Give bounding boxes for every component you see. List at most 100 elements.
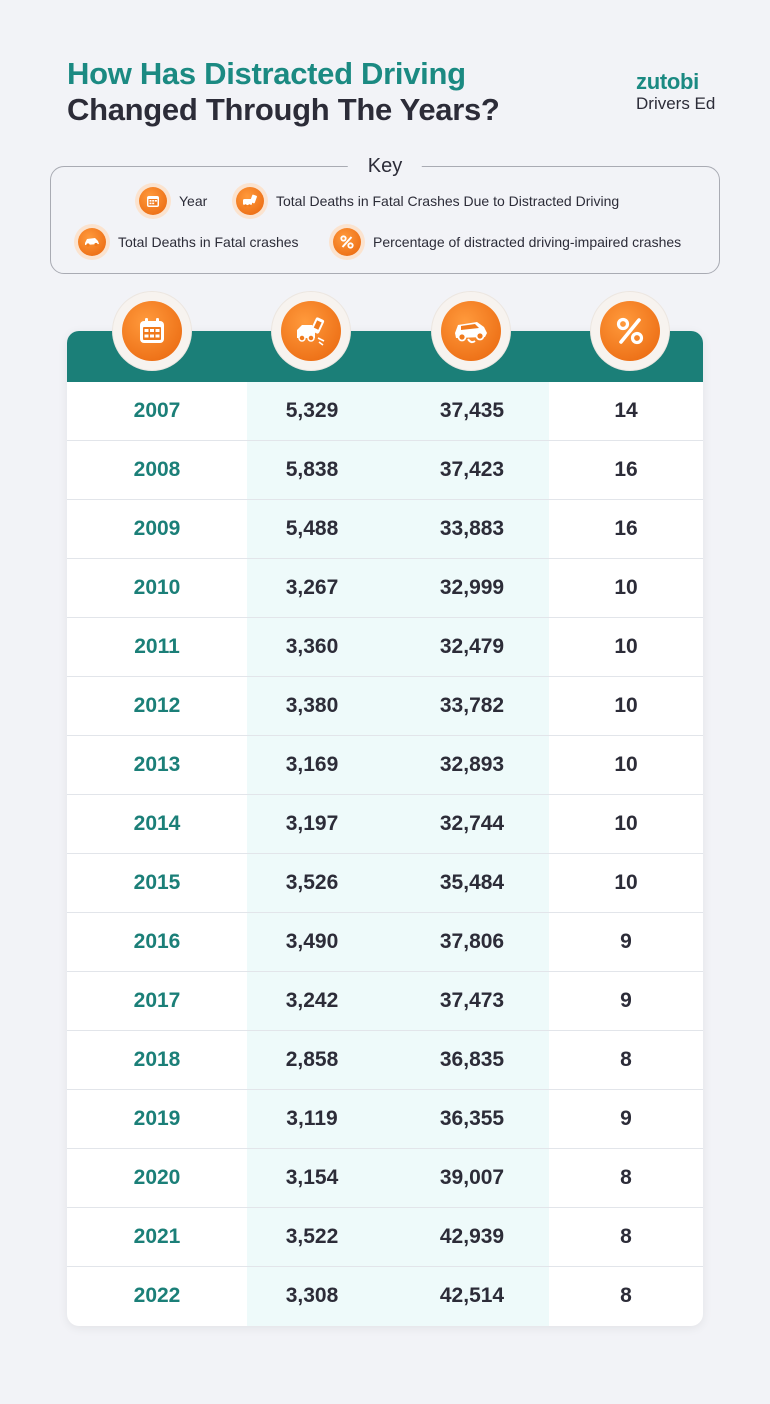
cell-distracted-deaths: 3,267 xyxy=(285,576,339,599)
table-row: 2010 3,267 32,999 10 xyxy=(67,559,703,618)
cell-total-deaths: 37,435 xyxy=(439,399,505,422)
header-icon-total xyxy=(432,292,510,370)
column-highlight xyxy=(247,382,549,1326)
cell-distracted-deaths: 2,858 xyxy=(285,1048,339,1071)
cell-year: 2010 xyxy=(133,576,181,599)
phone-crash-icon xyxy=(236,187,264,215)
page-title: How Has Distracted Driving Changed Throu… xyxy=(67,56,500,128)
key-title: Key xyxy=(347,154,423,178)
cell-percentage: 9 xyxy=(620,930,632,953)
table-row: 2015 3,526 35,484 10 xyxy=(67,854,703,913)
table-row: 2019 3,119 36,355 9 xyxy=(67,1090,703,1149)
cell-percentage: 9 xyxy=(620,989,632,1012)
cell-total-deaths: 33,883 xyxy=(439,517,505,540)
cell-total-deaths: 35,484 xyxy=(439,871,505,894)
cell-total-deaths: 37,473 xyxy=(439,989,505,1012)
table-row: 2017 3,242 37,473 9 xyxy=(67,972,703,1031)
cell-year: 2017 xyxy=(133,989,181,1012)
cell-distracted-deaths: 3,360 xyxy=(285,635,339,658)
table-row: 2012 3,380 33,782 10 xyxy=(67,677,703,736)
cell-distracted-deaths: 3,526 xyxy=(285,871,339,894)
cell-percentage: 16 xyxy=(614,517,638,540)
cell-year: 2008 xyxy=(133,458,181,481)
calendar-icon xyxy=(139,187,167,215)
key-item-year: Year xyxy=(139,187,207,215)
cell-year: 2012 xyxy=(133,694,181,717)
cell-year: 2011 xyxy=(134,635,180,658)
table-row: 2007 5,329 37,435 14 xyxy=(67,382,703,441)
cell-total-deaths: 32,999 xyxy=(439,576,505,599)
cell-distracted-deaths: 3,380 xyxy=(285,694,339,717)
title-line-2: Changed Through The Years? xyxy=(67,92,500,127)
cell-year: 2007 xyxy=(133,399,181,422)
key-item-total: Total Deaths in Fatal crashes xyxy=(78,228,299,256)
data-table: 2007 5,329 37,435 14 2008 5,838 37,423 16 2009 5,… xyxy=(67,331,703,1326)
cell-distracted-deaths: 3,522 xyxy=(285,1225,339,1248)
cell-percentage: 14 xyxy=(614,399,638,422)
cell-total-deaths: 32,479 xyxy=(439,635,505,658)
title-line-1: How Has Distracted Driving xyxy=(67,56,466,91)
cell-year: 2014 xyxy=(133,812,181,835)
cell-percentage: 10 xyxy=(614,576,638,599)
table-row: 2016 3,490 37,806 9 xyxy=(67,913,703,972)
cell-year: 2018 xyxy=(133,1048,181,1071)
cell-total-deaths: 32,893 xyxy=(439,753,505,776)
cell-distracted-deaths: 3,242 xyxy=(285,989,339,1012)
table-row: 2009 5,488 33,883 16 xyxy=(67,500,703,559)
cell-total-deaths: 33,782 xyxy=(439,694,505,717)
header-icon-percent xyxy=(591,292,669,370)
brand-name: zutobi xyxy=(636,69,699,94)
cell-year: 2019 xyxy=(133,1107,181,1130)
table-row: 2020 3,154 39,007 8 xyxy=(67,1149,703,1208)
table-row: 2011 3,360 32,479 10 xyxy=(67,618,703,677)
key-item-percent: Percentage of distracted driving-impaire… xyxy=(333,228,681,256)
key-label-total: Total Deaths in Fatal crashes xyxy=(118,234,299,250)
table-row: 2021 3,522 42,939 8 xyxy=(67,1208,703,1267)
cell-total-deaths: 39,007 xyxy=(439,1166,505,1189)
cell-year: 2022 xyxy=(133,1284,181,1307)
cell-year: 2021 xyxy=(133,1225,181,1248)
cell-total-deaths: 37,806 xyxy=(439,930,505,953)
table-row: 2008 5,838 37,423 16 xyxy=(67,441,703,500)
cell-distracted-deaths: 3,169 xyxy=(285,753,339,776)
cell-total-deaths: 32,744 xyxy=(439,812,505,835)
cell-distracted-deaths: 5,488 xyxy=(285,517,339,540)
percent-icon xyxy=(333,228,361,256)
cell-distracted-deaths: 3,490 xyxy=(285,930,339,953)
phone-crash-icon xyxy=(281,301,341,361)
cell-percentage: 8 xyxy=(620,1048,632,1071)
cell-percentage: 10 xyxy=(614,753,638,776)
cell-percentage: 8 xyxy=(620,1284,632,1307)
cell-year: 2013 xyxy=(133,753,181,776)
calendar-icon xyxy=(122,301,182,361)
header-icon-distracted xyxy=(272,292,350,370)
cell-year: 2015 xyxy=(133,871,181,894)
car-crash-icon xyxy=(441,301,501,361)
key-label-distracted: Total Deaths in Fatal Crashes Due to Dis… xyxy=(276,193,620,209)
cell-percentage: 10 xyxy=(614,694,638,717)
cell-total-deaths: 42,939 xyxy=(439,1225,505,1248)
cell-distracted-deaths: 3,308 xyxy=(285,1284,339,1307)
header-icon-year xyxy=(113,292,191,370)
cell-distracted-deaths: 3,119 xyxy=(286,1107,338,1130)
key-legend: Key Year Total Deaths in Fatal Crashes D… xyxy=(50,154,720,274)
cell-year: 2020 xyxy=(133,1166,181,1189)
car-crash-icon xyxy=(78,228,106,256)
cell-percentage: 10 xyxy=(614,871,638,894)
cell-percentage: 8 xyxy=(620,1166,632,1189)
table-row: 2018 2,858 36,835 8 xyxy=(67,1031,703,1090)
key-label-percent: Percentage of distracted driving-impaire… xyxy=(373,234,682,250)
cell-year: 2009 xyxy=(133,517,181,540)
cell-percentage: 8 xyxy=(620,1225,632,1248)
brand-logo: zutobi Drivers Ed xyxy=(636,70,715,114)
table-row: 2014 3,197 32,744 10 xyxy=(67,795,703,854)
cell-year: 2016 xyxy=(133,930,181,953)
cell-percentage: 10 xyxy=(614,812,638,835)
key-item-distracted: Total Deaths in Fatal Crashes Due to Dis… xyxy=(236,187,619,215)
cell-total-deaths: 42,514 xyxy=(439,1284,505,1307)
brand-subtitle: Drivers Ed xyxy=(636,94,716,113)
table-body: 2007 5,329 37,435 14 2008 5,838 37,423 16 2009 5,… xyxy=(67,382,703,1326)
cell-percentage: 10 xyxy=(614,635,638,658)
cell-distracted-deaths: 3,154 xyxy=(285,1166,339,1189)
cell-distracted-deaths: 3,197 xyxy=(285,812,339,835)
